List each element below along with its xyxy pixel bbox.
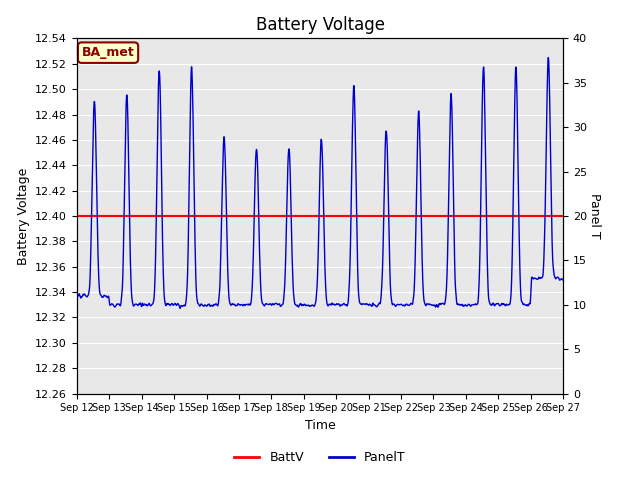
Title: Battery Voltage: Battery Voltage xyxy=(255,16,385,34)
Text: BA_met: BA_met xyxy=(82,46,134,59)
Legend: BattV, PanelT: BattV, PanelT xyxy=(229,446,411,469)
Y-axis label: Battery Voltage: Battery Voltage xyxy=(17,168,29,264)
X-axis label: Time: Time xyxy=(305,419,335,432)
Y-axis label: Panel T: Panel T xyxy=(588,193,601,239)
